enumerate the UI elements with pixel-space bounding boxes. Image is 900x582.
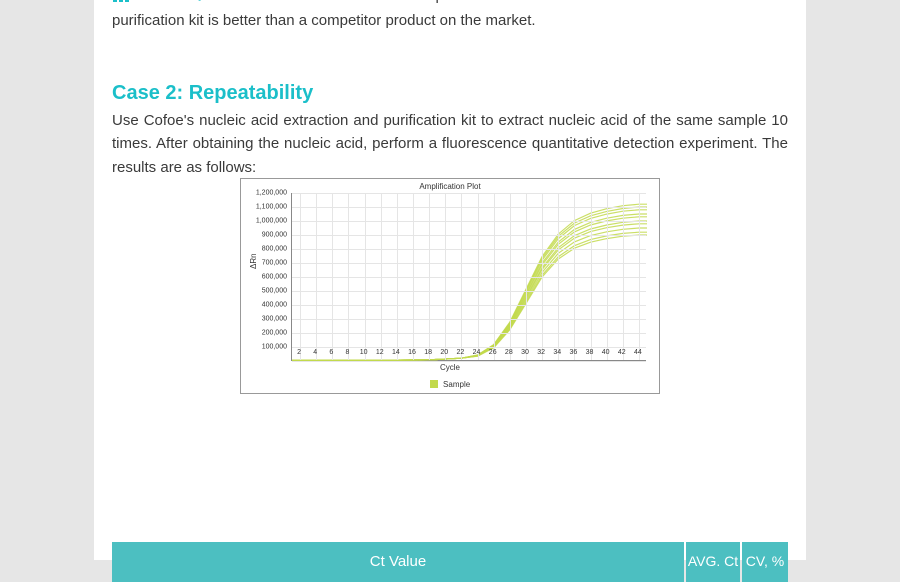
chart-xlabel: Cycle <box>241 363 659 372</box>
case2-title: Case 2: Repeatability <box>112 82 788 105</box>
chart-title: Amplification Plot <box>241 179 659 191</box>
legend-swatch-sample <box>430 380 438 388</box>
legend-label-sample: Sample <box>443 380 470 389</box>
case2-section: Case 2: Repeatability Use Cofoe's nuclei… <box>112 82 788 179</box>
result-text: It is shown that the extraction performa… <box>112 0 788 29</box>
case2-body: Use Cofoe's nucleic acid extraction and … <box>112 109 788 179</box>
table-header-cv: CV, % <box>742 542 788 582</box>
table-header-row: Ct Value AVG. Ct CV, % <box>112 542 788 582</box>
result-label: Result： <box>144 0 214 4</box>
result-block: Result： It is shown that the extraction … <box>112 0 788 33</box>
bar-chart-icon <box>112 0 134 9</box>
amplification-chart: Amplification Plot ΔRn Cycle Sample 100,… <box>240 178 660 394</box>
document-page: A Competitor Product Cofoe Control Resul… <box>94 0 806 560</box>
table-header-avg: AVG. Ct <box>686 542 740 582</box>
table-header-ct: Ct Value <box>112 542 684 582</box>
plot-area <box>291 193 646 361</box>
chart-legend: Sample <box>241 380 659 389</box>
